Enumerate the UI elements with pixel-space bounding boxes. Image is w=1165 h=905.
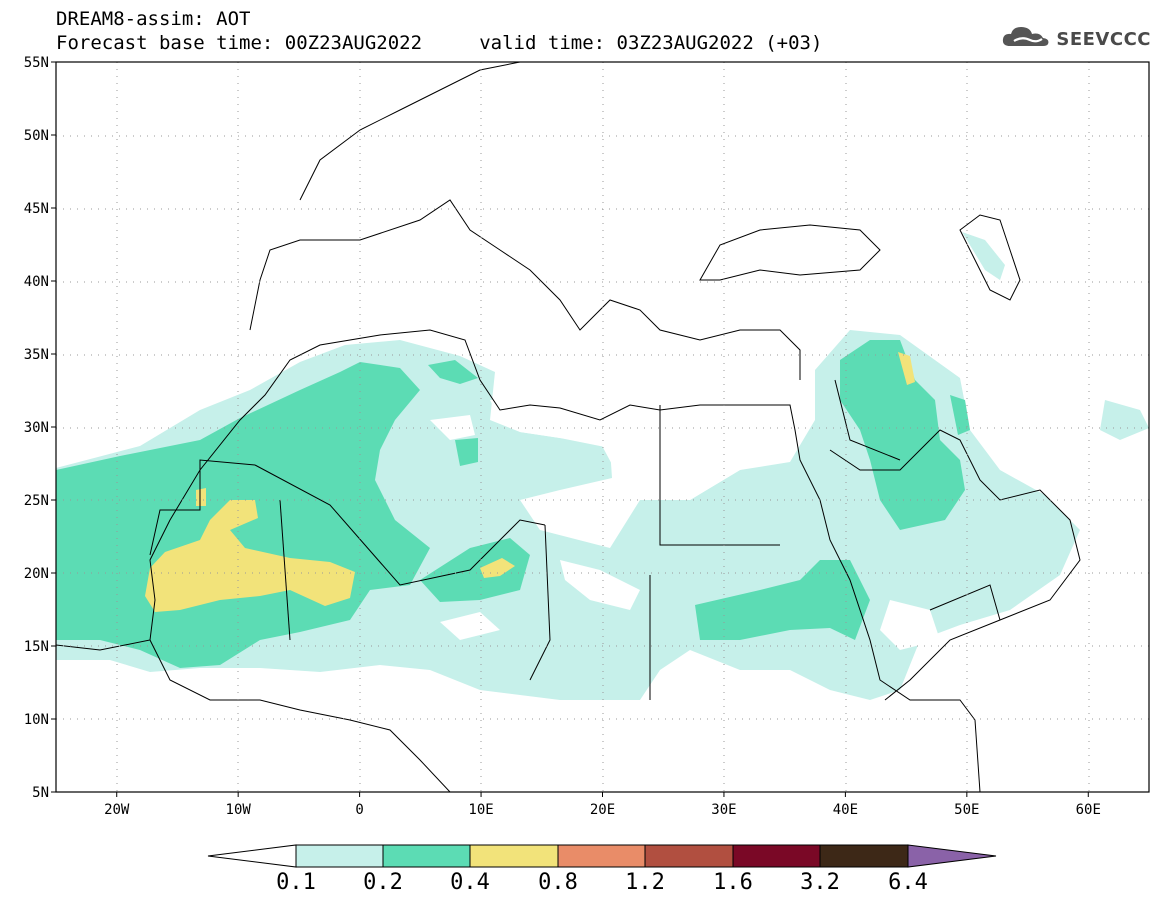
colorbar-cell — [469, 844, 559, 868]
colorbar-label: 0.8 — [538, 870, 578, 895]
lon-tick-label: 40E — [833, 802, 858, 818]
border-4 — [529, 524, 551, 681]
black-sea — [699, 224, 881, 281]
lon-tick-label: 60E — [1076, 802, 1101, 818]
colorbar-max-triangle — [907, 844, 997, 868]
aot-contour-level-0.1 — [962, 232, 1005, 280]
lat-tick-label: 35N — [24, 347, 49, 363]
aot-contour-level-0.2 — [840, 340, 965, 530]
border-8 — [929, 584, 1001, 621]
colorbar-cell — [295, 844, 384, 868]
africa-coastline — [56, 329, 981, 792]
colorbar-cell — [644, 844, 734, 868]
colorbar-label: 0.1 — [276, 870, 316, 895]
lon-tick-label: 10W — [226, 802, 252, 818]
caspian-sea — [959, 214, 1021, 301]
logo-text: SEEVCCC — [1056, 28, 1151, 50]
europe-coast — [249, 199, 801, 380]
lat-tick-label: 40N — [24, 274, 49, 290]
colorbar-label: 0.2 — [363, 870, 403, 895]
border-1 — [149, 459, 256, 556]
colorbar-label: 3.2 — [800, 870, 840, 895]
lat-tick-label: 15N — [24, 639, 49, 655]
aot-contour-level-0.1 — [1100, 400, 1149, 440]
lon-tick-label: 0 — [355, 802, 363, 818]
lon-tick-label: 20W — [104, 802, 130, 818]
colorbar-cell — [819, 844, 909, 868]
lat-tick-label: 55N — [24, 55, 49, 71]
lon-tick-label: 20E — [590, 802, 615, 818]
lat-tick-label: 10N — [24, 712, 49, 728]
colorbar-min-triangle — [207, 844, 297, 868]
forecast-time-subtitle: Forecast base time: 00Z23AUG2022 valid t… — [56, 32, 823, 54]
lat-tick-label: 45N — [24, 201, 49, 217]
colorbar-label: 1.2 — [625, 870, 665, 895]
europe-north-coast — [299, 62, 521, 201]
cloud-icon — [1000, 24, 1052, 54]
lon-tick-label: 30E — [711, 802, 736, 818]
aot-contour-level-0.2 — [950, 395, 970, 435]
colorbar-label: 0.4 — [450, 870, 490, 895]
aot-contour-level-0.2 — [455, 438, 478, 466]
lat-tick-label: 25N — [24, 493, 49, 509]
colorbar-cell — [557, 844, 646, 868]
aot-field — [56, 232, 1149, 700]
seevccc-logo: SEEVCCC — [1000, 24, 1151, 54]
aot-contour-level-0.4 — [898, 352, 915, 385]
lat-tick-label: 20N — [24, 566, 49, 582]
colorbar-cell — [382, 844, 471, 868]
aot-contour-level-0.2 — [695, 560, 870, 640]
border-5 — [659, 405, 780, 546]
aot-contour-level-0.2 — [428, 360, 478, 384]
aot-contour-level-0.4 — [145, 500, 355, 612]
lon-tick-label: 50E — [954, 802, 979, 818]
lat-axis: 55N 50N 45N 40N 35N 30N 25N 20N 15N 10N 5N — [24, 55, 56, 801]
lat-tick-label: 5N — [32, 785, 49, 801]
colorbar-label: 6.4 — [888, 870, 928, 895]
arabia-coast — [829, 429, 1081, 701]
colorbar-cell — [732, 844, 821, 868]
coastlines — [56, 62, 1081, 792]
border-3 — [279, 499, 291, 641]
aot-contour-level-0.2 — [420, 538, 530, 602]
colorbar-labels: 0.1 0.2 0.4 0.8 1.2 1.6 3.2 6.4 — [0, 870, 1165, 898]
lon-axis: 20W 10W 0 10E 20E 30E 40E 50E 60E — [104, 792, 1101, 818]
map-title: DREAM8-assim: AOT — [56, 8, 251, 30]
colorbar — [207, 844, 997, 868]
border-2 — [254, 464, 546, 586]
west-africa-coast — [149, 639, 451, 792]
aot-contour-level-0.4 — [480, 558, 515, 578]
border-7 — [834, 379, 901, 461]
lat-tick-label: 30N — [24, 420, 49, 436]
lat-tick-label: 50N — [24, 128, 49, 144]
graticule — [56, 62, 1149, 792]
aot-contour-level-0.4 — [196, 488, 206, 506]
colorbar-label: 1.6 — [713, 870, 753, 895]
lon-tick-label: 10E — [468, 802, 493, 818]
